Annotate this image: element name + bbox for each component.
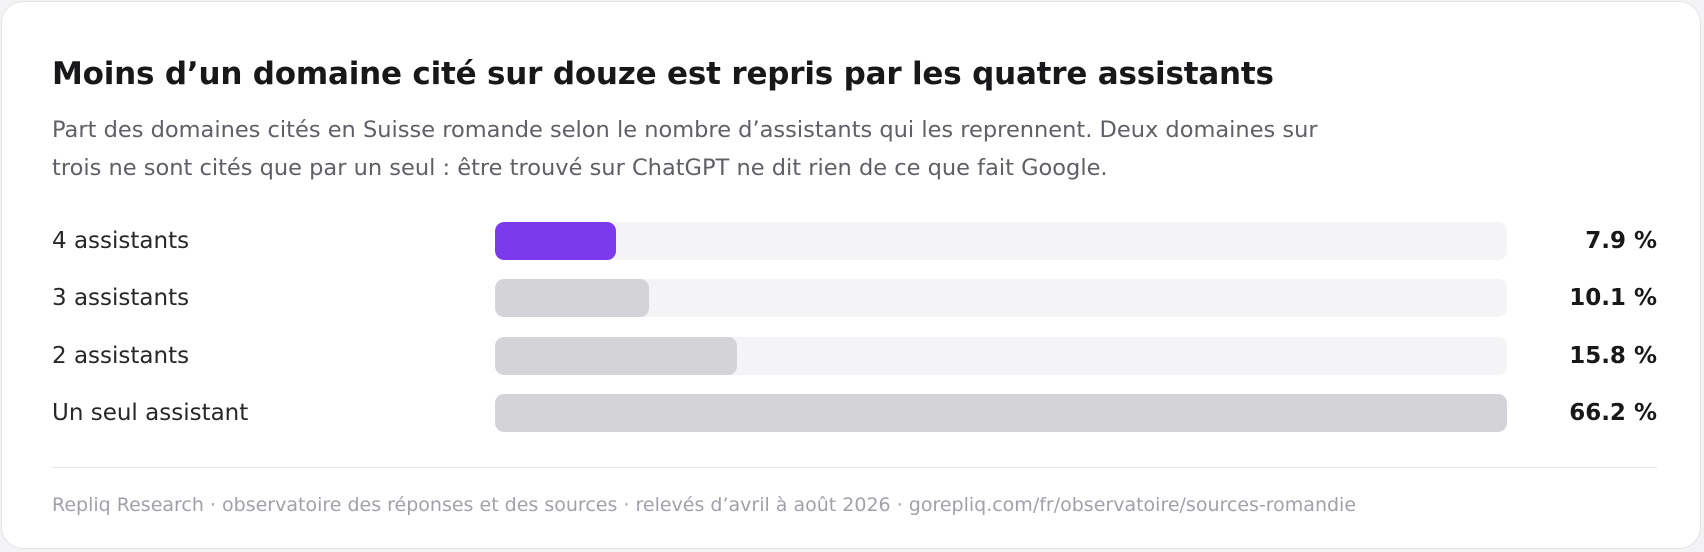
bar-fill [495,394,1507,432]
bar-row: 3 assistants 10.1 % [52,279,1657,317]
chart-title: Moins d’un domaine cité sur douze est re… [52,56,1274,92]
bar-row: 2 assistants 15.8 % [52,337,1657,375]
bar-fill [495,279,650,317]
bar-label: Un seul assistant [52,400,249,426]
bar-value-label: 7.9 % [1585,228,1657,254]
bar-track [495,222,1507,260]
bar-track [495,337,1507,375]
chart-subtitle: Part des domaines cités en Suisse romand… [52,117,1318,181]
bar-label: 2 assistants [52,343,190,369]
footer-divider [52,467,1657,468]
source-footer: Repliq Research · observatoire des répon… [52,494,1357,516]
bar-label: 4 assistants [52,228,190,254]
bar-value-label: 15.8 % [1569,343,1657,369]
bar-track [495,279,1507,317]
bar-row: Un seul assistant 66.2 % [52,394,1657,432]
bar-row: 4 assistants 7.9 % [52,222,1657,260]
bar-value-label: 66.2 % [1569,400,1657,426]
bar-label: 3 assistants [52,285,190,311]
bar-track [495,394,1507,432]
bar-value-label: 10.1 % [1569,285,1657,311]
bar-fill [495,222,616,260]
bar-fill [495,337,737,375]
